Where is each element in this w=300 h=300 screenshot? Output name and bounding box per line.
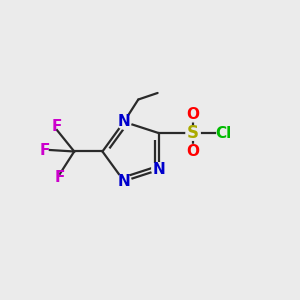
Circle shape (117, 115, 131, 129)
Circle shape (186, 108, 200, 122)
Text: F: F (39, 142, 50, 158)
Circle shape (186, 126, 200, 140)
Text: Cl: Cl (215, 126, 232, 141)
Text: F: F (55, 170, 65, 185)
Text: N: N (118, 174, 130, 189)
Text: N: N (152, 162, 165, 177)
Text: N: N (118, 114, 130, 129)
Circle shape (117, 174, 131, 188)
Text: F: F (52, 119, 62, 134)
Text: S: S (187, 124, 199, 142)
Circle shape (152, 163, 166, 177)
Text: O: O (187, 107, 200, 122)
Circle shape (186, 144, 200, 159)
Text: O: O (187, 144, 200, 159)
